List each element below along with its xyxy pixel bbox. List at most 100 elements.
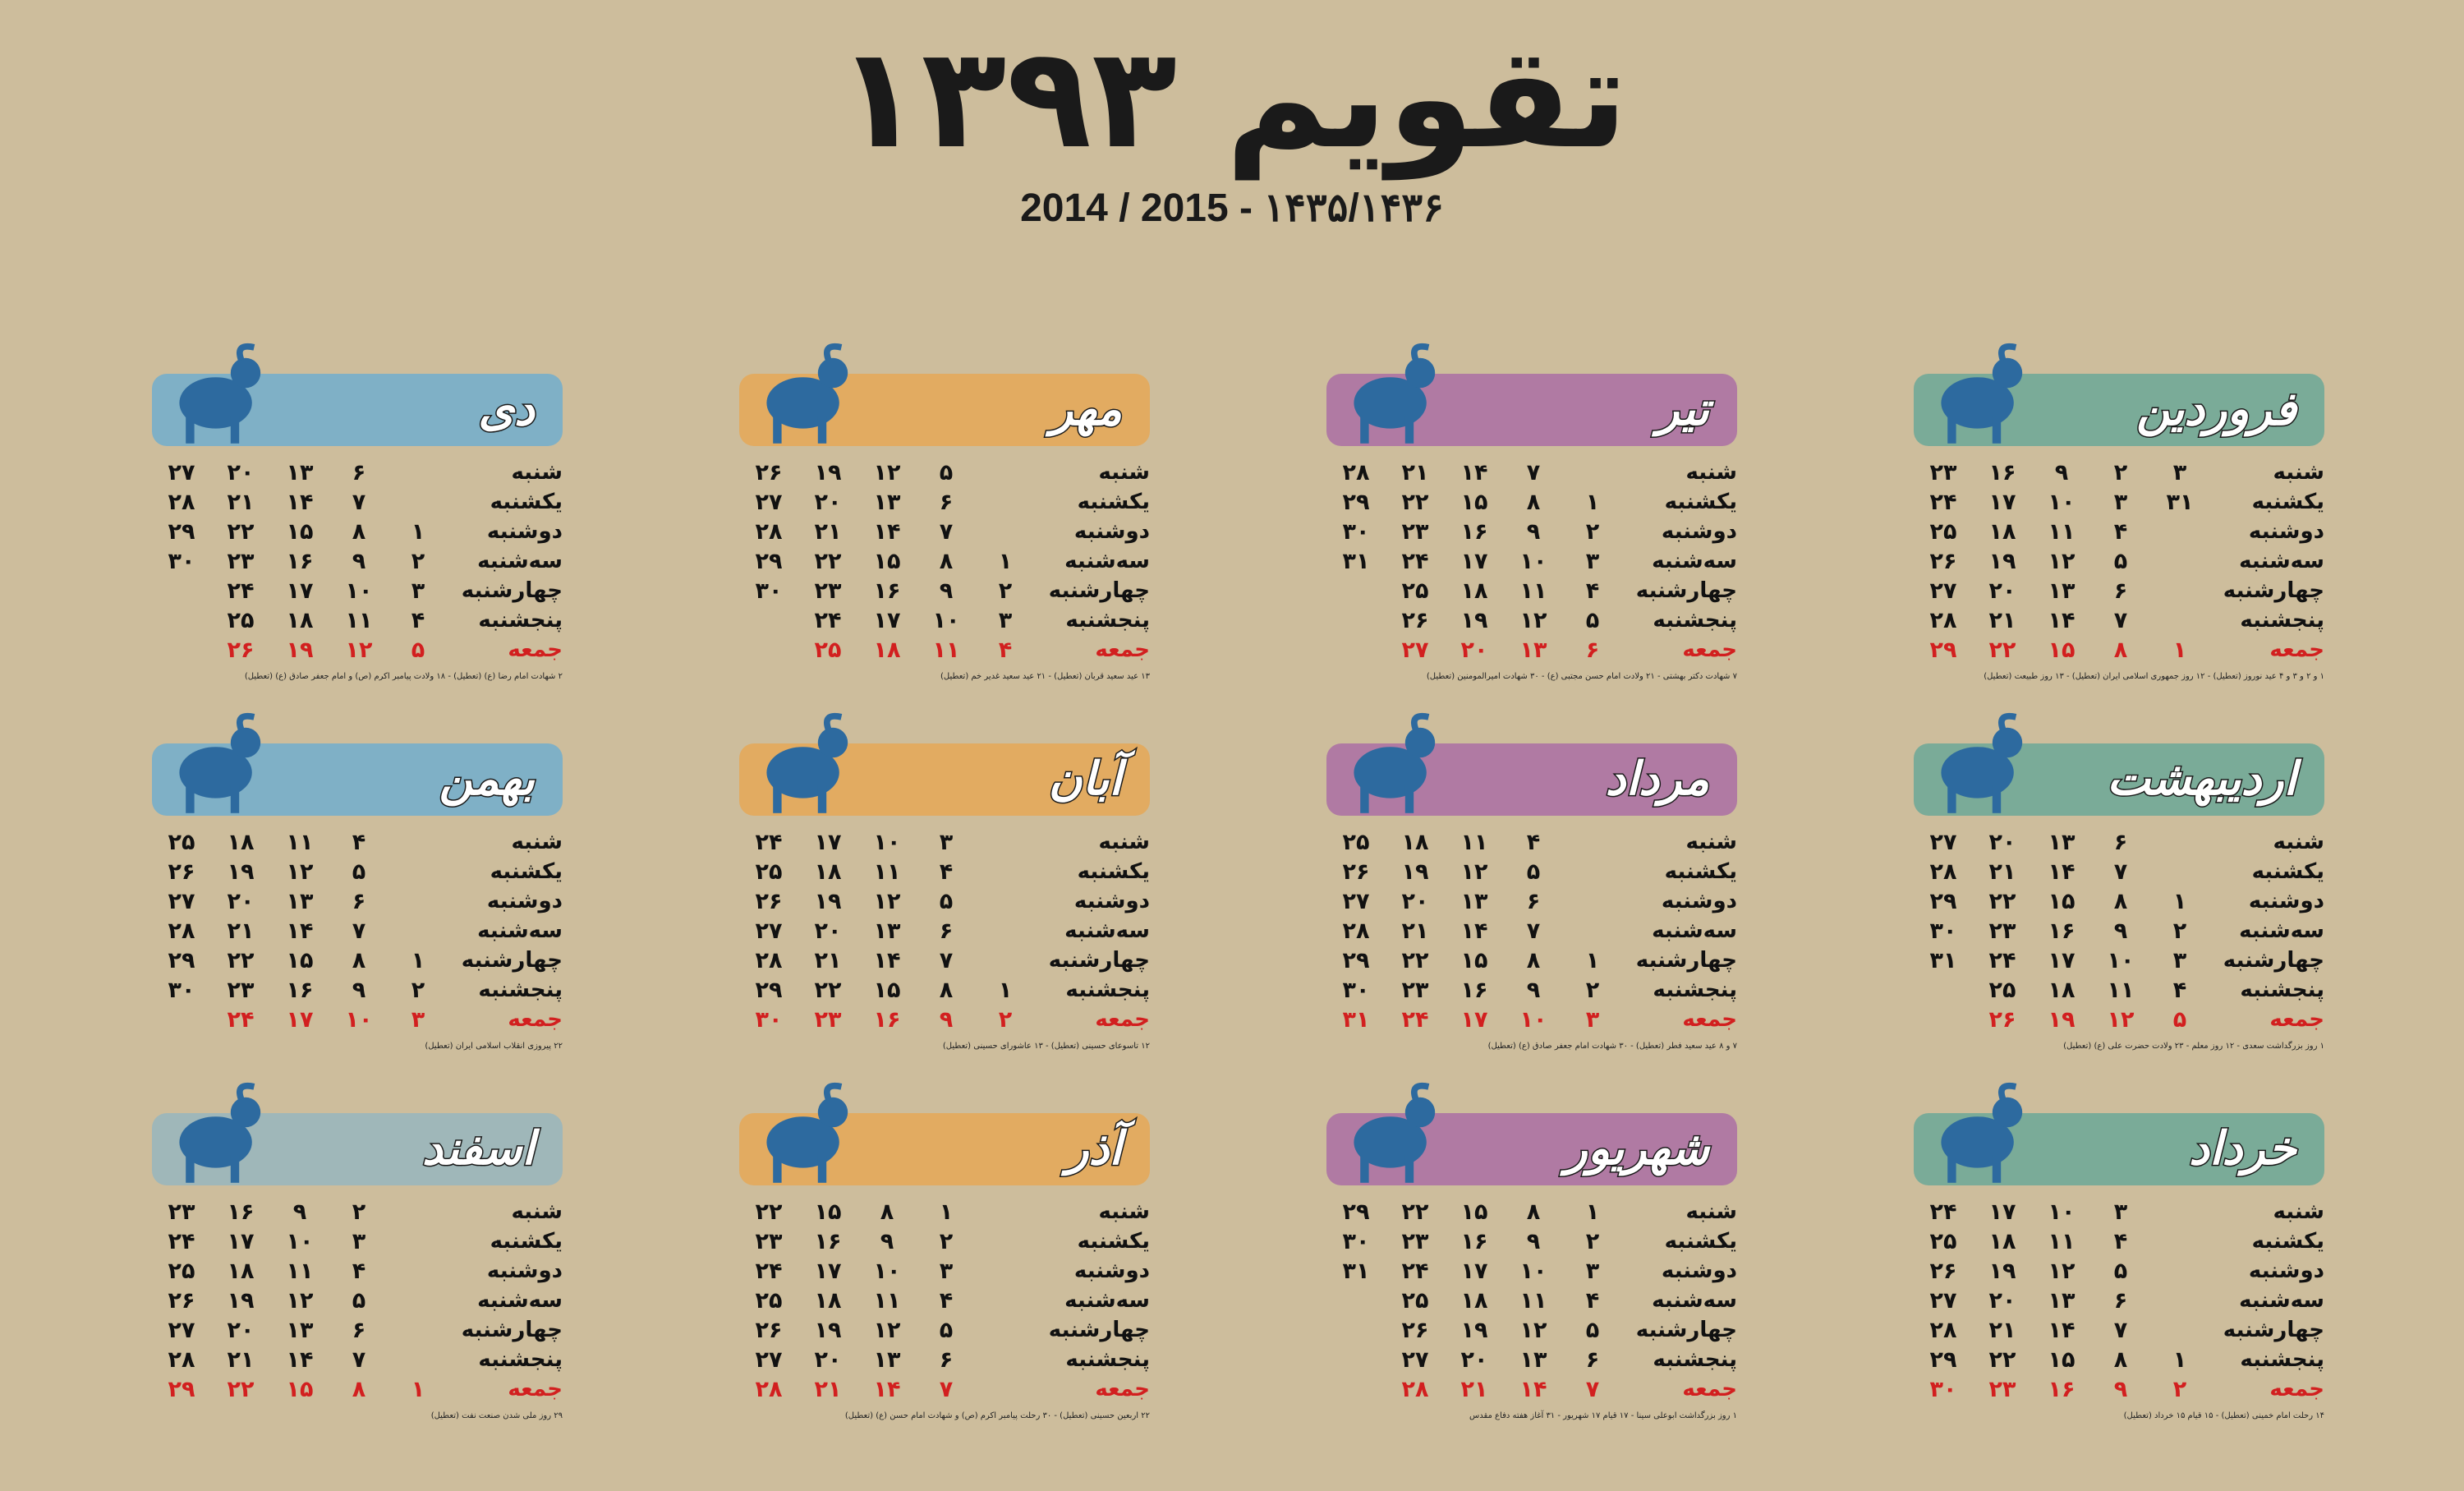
week-row: یکشنبه ۲ ۹ ۱۶ ۲۳ ۳۰ bbox=[1326, 1226, 1737, 1256]
weekday-label: شنبه bbox=[511, 830, 563, 854]
day-number: ۴ bbox=[352, 829, 366, 855]
week-row: جمعه ۷ ۱۴ ۲۱ ۲۸ bbox=[1326, 1374, 1737, 1404]
day-number: ۱۷ bbox=[1460, 548, 1488, 574]
day-number: ۹ bbox=[2113, 1376, 2128, 1402]
libra-scales-icon bbox=[747, 341, 854, 448]
day-number: ۸ bbox=[352, 1376, 366, 1402]
day-number: ۲۱ bbox=[1460, 1376, 1488, 1402]
day-number: ۲۶ bbox=[1401, 607, 1429, 633]
day-number: ۲ bbox=[352, 1199, 366, 1225]
week-row: پنجشنبه ۲ ۹ ۱۶ ۲۳ ۳۰ bbox=[1326, 975, 1737, 1005]
day-number: ۴ bbox=[939, 858, 954, 885]
month-name: مرداد bbox=[1604, 752, 1710, 808]
day-number: ۷ bbox=[2113, 858, 2128, 885]
day-number: ۱۲ bbox=[873, 459, 901, 485]
month-dey: دی شنبه ۶ ۱۳ ۲۰ ۲۷ یکشنبه ۷ ۱۴ ۲۱ ۲۸ دوشنبه ۱ ۸ ۱۵ ۲۲ ۲۹… bbox=[152, 343, 563, 719]
day-number: ۱۰ bbox=[873, 829, 901, 855]
day-number bbox=[152, 605, 211, 635]
week-row: چهارشنبه ۳ ۱۰ ۱۷ ۲۴ bbox=[152, 576, 563, 605]
day-number: ۱۸ bbox=[227, 829, 255, 855]
day-number: ۲ bbox=[1585, 518, 1600, 545]
month-farvardin: فروردین شنبه ۳ ۲ ۹ ۱۶ ۲۳ یکشنبه ۳۱ ۳ ۱۰ ۱۷ ۲۴ دوشنبه ۴… bbox=[1914, 343, 2324, 719]
day-number: ۲۳ bbox=[1401, 1228, 1429, 1254]
day-number bbox=[388, 487, 448, 517]
weekday-label: شنبه bbox=[2273, 830, 2324, 854]
weekday-label: چهارشنبه bbox=[461, 578, 563, 603]
day-number: ۱۰ bbox=[1519, 1006, 1547, 1033]
weekday-label: سه‌شنبه bbox=[1652, 1288, 1737, 1313]
pisces-fish-icon bbox=[160, 1080, 267, 1187]
day-number: ۱۶ bbox=[286, 977, 314, 1003]
occasions-notes: ۲ شهادت امام رضا (ع) (تعطیل) - ۱۸ ولادت … bbox=[244, 672, 563, 681]
weekday-label: پنجشنبه bbox=[1065, 978, 1150, 1002]
day-number: ۳۱ bbox=[1342, 548, 1370, 574]
day-number bbox=[976, 517, 1035, 546]
day-number: ۲۱ bbox=[1988, 858, 2016, 885]
day-number: ۱۳ bbox=[873, 1346, 901, 1373]
day-number: ۱۱ bbox=[2048, 518, 2076, 545]
day-number: ۱۷ bbox=[873, 607, 901, 633]
day-number: ۱۱ bbox=[932, 637, 960, 663]
month-name: اسفند bbox=[421, 1121, 536, 1177]
day-number: ۱۸ bbox=[227, 1258, 255, 1284]
day-number: ۷ bbox=[939, 518, 954, 545]
day-number: ۳۰ bbox=[1342, 1228, 1370, 1254]
day-number: ۱۷ bbox=[286, 578, 314, 604]
week-row: چهارشنبه ۲ ۹ ۱۶ ۲۳ ۳۰ bbox=[739, 576, 1150, 605]
weekday-label: پنجشنبه bbox=[2240, 608, 2324, 633]
gemini-twins-icon bbox=[1922, 1080, 2029, 1187]
week-row: چهارشنبه ۱ ۸ ۱۵ ۲۲ ۲۹ bbox=[152, 946, 563, 975]
day-number: ۳ bbox=[939, 829, 954, 855]
day-number: ۱۴ bbox=[2048, 1317, 2076, 1343]
day-number: ۱۴ bbox=[873, 518, 901, 545]
day-number: ۲۲ bbox=[1401, 489, 1429, 515]
day-number bbox=[1326, 605, 1386, 635]
calendar-header: تقویم ۱۳۹۳ 2014 / 2015 - ۱۴۳۵/۱۴۳۶ bbox=[0, 0, 2464, 263]
month-mehr: مهر شنبه ۵ ۱۲ ۱۹ ۲۶ یکشنبه ۶ ۱۳ ۲۰ ۲۷ دوشنبه ۷ ۱۴ ۲۱ ۲۸… bbox=[739, 343, 1150, 719]
month-name: خرداد bbox=[2188, 1121, 2298, 1177]
day-number: ۱۳ bbox=[286, 888, 314, 914]
weekday-label: سه‌شنبه bbox=[2239, 549, 2324, 573]
weekday-label: شنبه bbox=[1685, 460, 1737, 485]
aquarius-water-bearer-icon bbox=[160, 711, 267, 817]
day-number: ۱۴ bbox=[2048, 858, 2076, 885]
day-number: ۲۰ bbox=[227, 888, 255, 914]
day-number: ۳ bbox=[2113, 1199, 2128, 1225]
weekday-label: شنبه bbox=[511, 1199, 563, 1224]
day-number: ۲۶ bbox=[168, 1287, 195, 1314]
day-number bbox=[388, 857, 448, 886]
day-number: ۱۱ bbox=[2107, 977, 2135, 1003]
aries-ram-icon bbox=[1922, 341, 2029, 448]
day-number: ۱۹ bbox=[227, 1287, 255, 1314]
week-row: شنبه ۶ ۱۳ ۲۰ ۲۷ bbox=[152, 458, 563, 487]
day-number: ۲۴ bbox=[1988, 947, 2016, 973]
week-row: دوشنبه ۳ ۱۰ ۱۷ ۲۴ ۳۱ bbox=[1326, 1256, 1737, 1286]
day-number: ۳۰ bbox=[755, 1006, 783, 1033]
weekday-label: جمعه bbox=[508, 1007, 563, 1032]
day-number bbox=[388, 916, 448, 946]
day-number: ۱۳ bbox=[1460, 888, 1488, 914]
month-aban: آبان شنبه ۳ ۱۰ ۱۷ ۲۴ یکشنبه ۴ ۱۱ ۱۸ ۲۵ دوشنبه ۵ ۱۲ ۱۹ ۲… bbox=[739, 712, 1150, 1088]
week-row: دوشنبه ۵ ۱۲ ۱۹ ۲۶ bbox=[1914, 1256, 2324, 1286]
day-number: ۲۳ bbox=[1401, 977, 1429, 1003]
day-number bbox=[1326, 635, 1386, 665]
day-number bbox=[1563, 827, 1622, 857]
days-grid: شنبه ۲ ۹ ۱۶ ۲۳ یکشنبه ۳ ۱۰ ۱۷ ۲۴ دوشنبه ۴ ۱۱ ۱۸ ۲۵ سه‌ش… bbox=[152, 1197, 563, 1404]
week-row: جمعه ۷ ۱۴ ۲۱ ۲۸ bbox=[739, 1374, 1150, 1404]
weekday-label: چهارشنبه bbox=[1635, 578, 1737, 603]
day-number: ۲۱ bbox=[227, 918, 255, 944]
week-row: چهارشنبه ۵ ۱۲ ۱۹ ۲۶ bbox=[739, 1315, 1150, 1345]
day-number: ۹ bbox=[880, 1228, 894, 1254]
week-row: چهارشنبه ۶ ۱۳ ۲۰ ۲۷ bbox=[152, 1315, 563, 1345]
weekday-label: چهارشنبه bbox=[1635, 948, 1737, 973]
day-number: ۴ bbox=[2113, 518, 2128, 545]
day-number: ۱۴ bbox=[286, 489, 314, 515]
day-number: ۲۴ bbox=[227, 578, 255, 604]
day-number: ۱۹ bbox=[1460, 1317, 1488, 1343]
day-number: ۲۵ bbox=[755, 858, 783, 885]
day-number: ۱۳ bbox=[2048, 578, 2076, 604]
day-number: ۲۱ bbox=[814, 1376, 842, 1402]
day-number: ۱۲ bbox=[286, 858, 314, 885]
day-number: ۶ bbox=[1585, 637, 1600, 663]
day-number: ۱۶ bbox=[1460, 1228, 1488, 1254]
